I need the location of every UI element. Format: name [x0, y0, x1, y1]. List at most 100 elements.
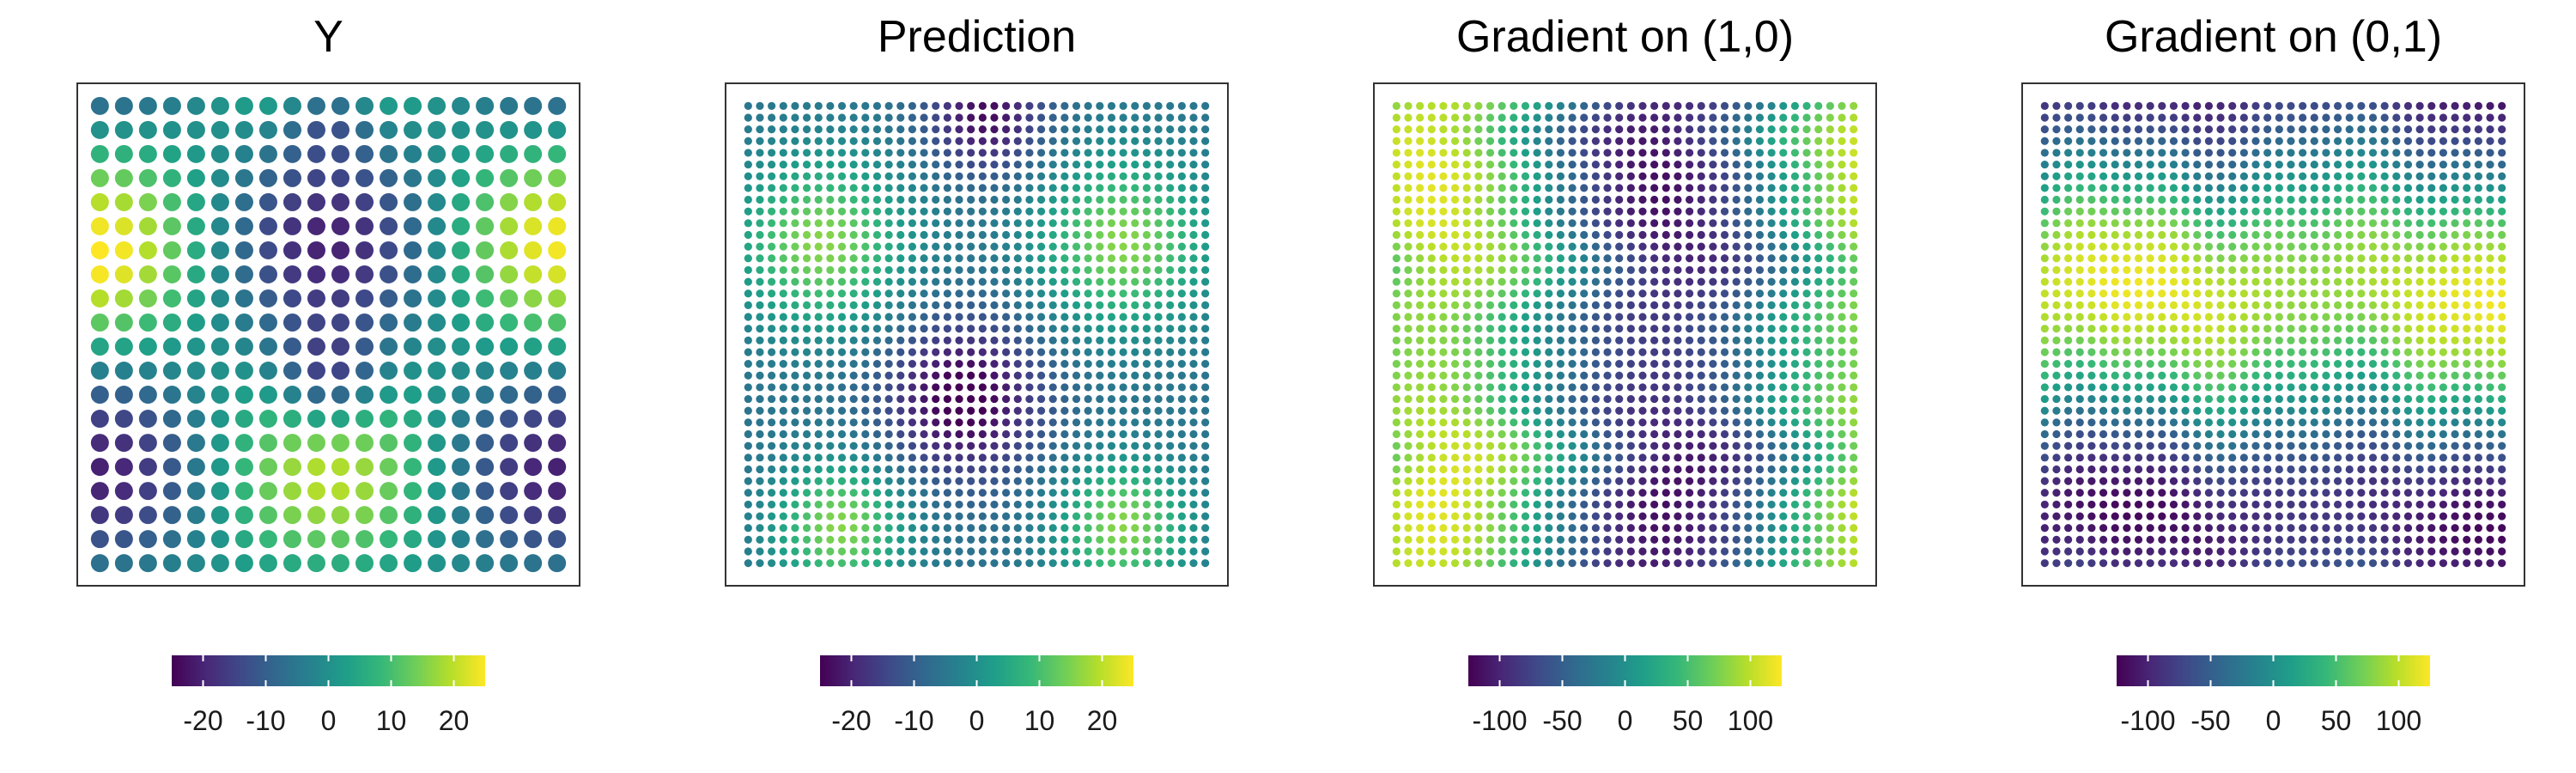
panel-3-point — [1850, 512, 1858, 520]
panel-2-point — [943, 489, 951, 497]
panel-4-point — [2193, 465, 2202, 474]
panel-3-point — [1826, 394, 1834, 404]
panel-3-point — [1720, 230, 1729, 240]
panel-4-point — [2123, 265, 2131, 275]
panel-2-point — [1096, 465, 1104, 474]
panel-2-point — [1036, 559, 1046, 568]
panel-3-point — [1498, 477, 1506, 485]
panel-4-point — [2403, 160, 2413, 169]
panel-3-point — [1510, 207, 1518, 216]
panel-2-point — [955, 559, 963, 568]
panel-4-point — [2134, 394, 2143, 404]
panel-2-point — [1002, 254, 1011, 263]
panel-3-point — [1603, 371, 1612, 380]
panel-4-point — [2075, 113, 2084, 122]
panel-3-point — [1838, 429, 1846, 439]
panel-4-point — [2263, 149, 2272, 157]
panel-3-point — [1779, 406, 1788, 415]
panel-4-point — [2275, 429, 2283, 439]
panel-4-point — [2123, 383, 2131, 392]
panel-3-point — [1603, 184, 1612, 192]
panel-4-point — [2357, 101, 2366, 110]
panel-3-point — [1720, 371, 1729, 380]
panel-3-point — [1685, 230, 1694, 240]
panel-4-point — [2075, 301, 2084, 309]
panel-1-point — [307, 289, 325, 307]
panel-4-point — [2439, 477, 2448, 485]
panel-1-point — [258, 386, 277, 405]
panel-2-point — [932, 512, 940, 520]
panel-4-point — [2403, 325, 2413, 333]
panel-2-point — [1048, 535, 1057, 544]
panel-2-point — [872, 301, 882, 309]
panel-4-point — [2169, 172, 2178, 180]
panel-3-point — [1568, 489, 1577, 497]
panel-3-point — [1439, 336, 1448, 344]
panel-4-point — [2333, 101, 2342, 110]
panel-4-point — [2052, 489, 2061, 497]
panel-4-point — [2216, 348, 2225, 356]
panel-4-point — [2415, 195, 2424, 204]
panel-2-point — [1002, 500, 1011, 509]
panel-2-point — [1084, 125, 1092, 134]
panel-3-point — [1615, 137, 1624, 145]
panel-2-point — [1096, 101, 1104, 110]
panel-4-point — [2403, 172, 2413, 180]
panel-2-point — [955, 219, 963, 228]
panel-3-point — [1427, 547, 1436, 556]
panel-3-point — [1474, 277, 1483, 286]
panel-4-point — [2228, 265, 2237, 275]
panel-2-point — [1072, 313, 1081, 321]
panel-3-point — [1450, 219, 1460, 228]
panel-3-point — [1767, 172, 1776, 180]
panel-4-point — [2333, 406, 2342, 415]
panel-2-point — [1177, 406, 1186, 415]
panel-2-point — [1201, 125, 1210, 134]
panel-2-point — [791, 535, 799, 544]
panel-2-point — [872, 336, 882, 344]
panel-3-point — [1732, 254, 1741, 263]
panel-4-point — [2075, 465, 2084, 474]
panel-2-point — [837, 230, 847, 240]
panel-3-point — [1485, 429, 1495, 439]
panel-4-point — [2087, 477, 2096, 485]
panel-2-point — [768, 489, 776, 497]
panel-4-point — [2322, 325, 2330, 333]
panel-3-point — [1580, 195, 1589, 204]
panel-2-point — [779, 277, 787, 286]
panel-3-point — [1850, 172, 1858, 180]
panel-4-point — [2498, 325, 2506, 333]
panel-3-point — [1674, 348, 1682, 356]
panel-3-point — [1498, 429, 1506, 439]
panel-3-point — [1556, 465, 1565, 474]
panel-2-point — [1072, 160, 1081, 169]
panel-4-point — [2111, 125, 2119, 134]
panel-4-point — [2287, 219, 2295, 228]
panel-2-point — [826, 313, 835, 321]
panel-4-point — [2368, 371, 2378, 380]
panel-1-point — [476, 410, 495, 429]
panel-2-point — [932, 535, 940, 544]
panel-3-point — [1591, 325, 1600, 333]
panel-2-point — [1060, 371, 1069, 380]
panel-3-point — [1498, 441, 1506, 450]
panel-3-point — [1439, 160, 1448, 169]
panel-3-point — [1545, 289, 1553, 298]
panel-3-point — [1521, 465, 1530, 474]
panel-2-point — [791, 524, 799, 533]
panel-3-point — [1626, 230, 1635, 240]
panel-2-point — [1048, 441, 1057, 450]
panel-3-point — [1439, 277, 1448, 286]
panel-2-point — [1072, 418, 1081, 427]
panel-2-point — [1084, 512, 1092, 520]
panel-2-point — [1107, 547, 1116, 556]
panel-4-point — [2380, 418, 2389, 427]
panel-4-point — [2111, 301, 2119, 309]
panel-2-point — [920, 406, 928, 415]
panel-3-point — [1615, 254, 1624, 263]
panel-3-point — [1485, 184, 1495, 192]
panel-4-point — [2075, 254, 2084, 263]
panel-4-point — [2193, 184, 2202, 192]
panel-3-point — [1802, 453, 1811, 462]
panel-2-point — [861, 383, 870, 392]
